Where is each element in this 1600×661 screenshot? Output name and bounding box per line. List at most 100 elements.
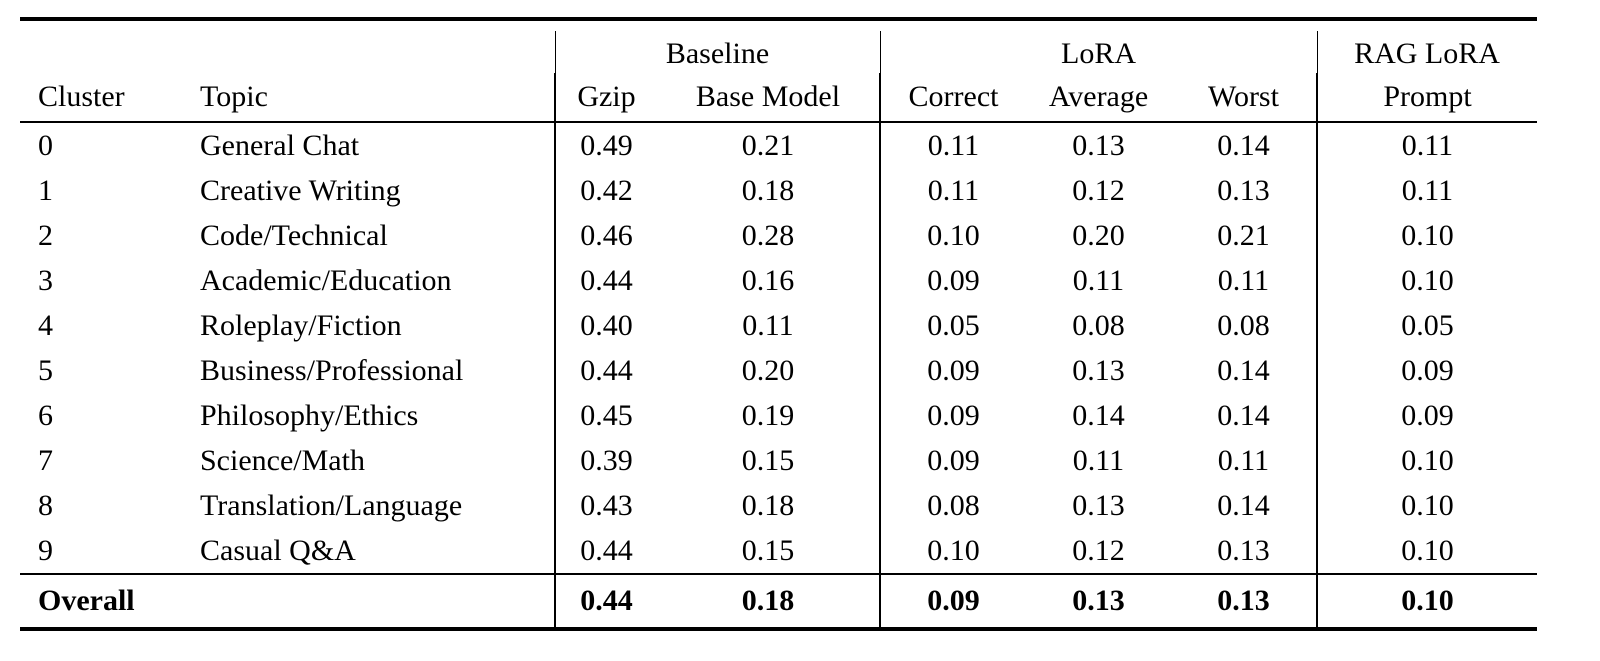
cell-lora-worst: 0.13	[1217, 533, 1270, 567]
overall-lora-correct: 0.09	[879, 573, 1026, 629]
cell-lora-correct: 0.10	[879, 528, 1026, 574]
cell-lora-correct: 0.11	[879, 122, 1026, 168]
cell-gzip: 0.44	[554, 348, 657, 393]
overall-base-model: 0.18	[657, 573, 880, 629]
cell-lora-correct: 0.09	[879, 348, 1026, 393]
cell-rag-lora-prompt: 0.09	[1316, 393, 1537, 438]
cell-rag-lora-prompt: 0.09	[1316, 348, 1537, 393]
column-group-row: Baseline LoRA RAG LoRA	[20, 19, 1537, 73]
table-footer: Overall 0.44 0.18 0.09 0.13 0.13 0.10	[20, 573, 1537, 629]
cell-gzip: 0.46	[554, 213, 657, 258]
cell-lora-average: 0.13	[1072, 488, 1125, 522]
table-row: 9 Casual Q&A 0.44 0.15 0.10 0.12 0.13 0.…	[20, 528, 1537, 574]
cell-cluster: 3	[38, 263, 53, 297]
table-row: 8 Translation/Language 0.43 0.18 0.08 0.…	[20, 483, 1537, 528]
cell-lora-average: 0.20	[1072, 218, 1125, 252]
column-header-row: Cluster Topic Gzip Base Model Correct Av…	[20, 73, 1537, 123]
cell-base-model: 0.15	[741, 443, 795, 477]
overall-row: Overall 0.44 0.18 0.09 0.13 0.13 0.10	[20, 573, 1537, 629]
cell-base-model: 0.16	[741, 263, 795, 297]
cell-cluster: 7	[38, 443, 53, 477]
cell-lora-worst: 0.08	[1217, 308, 1270, 342]
cell-topic: Casual Q&A	[200, 533, 356, 567]
cell-lora-correct: 0.08	[879, 483, 1026, 528]
cell-cluster: 8	[38, 488, 53, 522]
cell-base-model: 0.18	[741, 488, 795, 522]
table-row: 6 Philosophy/Ethics 0.45 0.19 0.09 0.14 …	[20, 393, 1537, 438]
overall-label: Overall	[20, 573, 555, 629]
cell-lora-correct: 0.10	[879, 213, 1026, 258]
cell-rag-lora-prompt: 0.10	[1316, 213, 1537, 258]
cell-lora-average: 0.14	[1072, 398, 1125, 432]
cell-lora-average: 0.12	[1072, 533, 1125, 567]
cell-lora-worst: 0.13	[1217, 173, 1270, 207]
cell-cluster: 6	[38, 398, 53, 432]
overall-rag-lora-prompt: 0.10	[1316, 573, 1537, 629]
cell-lora-worst: 0.14	[1217, 398, 1270, 432]
column-header-correct: Correct	[879, 73, 1026, 123]
cell-gzip: 0.39	[554, 438, 657, 483]
cell-lora-correct: 0.09	[879, 258, 1026, 303]
cell-lora-worst: 0.21	[1217, 218, 1270, 252]
column-group-rag-lora: RAG LoRA	[1317, 19, 1537, 73]
table-row: 1 Creative Writing 0.42 0.18 0.11 0.12 0…	[20, 168, 1537, 213]
cell-topic: Science/Math	[200, 443, 365, 477]
cell-base-model: 0.19	[741, 398, 795, 432]
cell-lora-worst: 0.11	[1217, 443, 1270, 477]
column-header-cluster: Cluster	[20, 73, 182, 123]
cell-lora-correct: 0.09	[879, 438, 1026, 483]
cell-lora-average: 0.13	[1072, 128, 1125, 162]
cell-base-model: 0.28	[741, 218, 795, 252]
cell-lora-correct: 0.05	[879, 303, 1026, 348]
cell-cluster: 4	[38, 308, 53, 342]
cell-rag-lora-prompt: 0.10	[1316, 483, 1537, 528]
table-body: 0 General Chat 0.49 0.21 0.11 0.13 0.14 …	[20, 122, 1537, 574]
table-row: 4 Roleplay/Fiction 0.40 0.11 0.05 0.08 0…	[20, 303, 1537, 348]
cell-topic: General Chat	[200, 128, 360, 162]
table-header: Baseline LoRA RAG LoRA Cluster Topic Gzi…	[20, 19, 1537, 123]
cell-lora-correct: 0.11	[879, 168, 1026, 213]
column-header-base-model: Base Model	[657, 73, 880, 123]
cell-lora-worst: 0.14	[1217, 353, 1270, 387]
cell-topic: Translation/Language	[200, 488, 463, 522]
cell-base-model: 0.15	[741, 533, 795, 567]
overall-gzip: 0.44	[554, 573, 657, 629]
cell-rag-lora-prompt: 0.05	[1316, 303, 1537, 348]
overall-lora-worst: 0.13	[1171, 573, 1317, 629]
column-header-average: Average	[1026, 73, 1171, 123]
table-row: 5 Business/Professional 0.44 0.20 0.09 0…	[20, 348, 1537, 393]
cell-gzip: 0.44	[554, 528, 657, 574]
column-group-baseline: Baseline	[555, 19, 880, 73]
cell-lora-correct: 0.09	[879, 393, 1026, 438]
cell-lora-average: 0.13	[1072, 353, 1125, 387]
cell-topic: Philosophy/Ethics	[200, 398, 419, 432]
cell-lora-average: 0.11	[1072, 443, 1125, 477]
cell-rag-lora-prompt: 0.10	[1316, 528, 1537, 574]
cell-cluster: 9	[38, 533, 53, 567]
cell-topic: Code/Technical	[200, 218, 388, 252]
table-row: 7 Science/Math 0.39 0.15 0.09 0.11 0.11 …	[20, 438, 1537, 483]
table-row: 3 Academic/Education 0.44 0.16 0.09 0.11…	[20, 258, 1537, 303]
cell-gzip: 0.44	[554, 258, 657, 303]
table-row: 2 Code/Technical 0.46 0.28 0.10 0.20 0.2…	[20, 213, 1537, 258]
cell-lora-average: 0.11	[1072, 263, 1125, 297]
cell-lora-average: 0.12	[1072, 173, 1125, 207]
cell-topic: Creative Writing	[200, 173, 401, 207]
column-group-spacer	[20, 19, 555, 73]
cell-rag-lora-prompt: 0.10	[1316, 258, 1537, 303]
cell-rag-lora-prompt: 0.10	[1316, 438, 1537, 483]
results-table: Baseline LoRA RAG LoRA Cluster Topic Gzi…	[20, 17, 1537, 631]
cell-gzip: 0.45	[554, 393, 657, 438]
column-header-worst: Worst	[1171, 73, 1317, 123]
overall-lora-average: 0.13	[1026, 573, 1171, 629]
cell-lora-worst: 0.11	[1217, 263, 1270, 297]
cell-cluster: 5	[38, 353, 53, 387]
cell-gzip: 0.40	[554, 303, 657, 348]
column-header-prompt: Prompt	[1316, 73, 1537, 123]
cell-gzip: 0.43	[554, 483, 657, 528]
cell-lora-worst: 0.14	[1217, 128, 1270, 162]
column-group-lora: LoRA	[880, 19, 1317, 73]
column-header-gzip: Gzip	[554, 73, 657, 123]
column-header-topic: Topic	[182, 73, 555, 123]
